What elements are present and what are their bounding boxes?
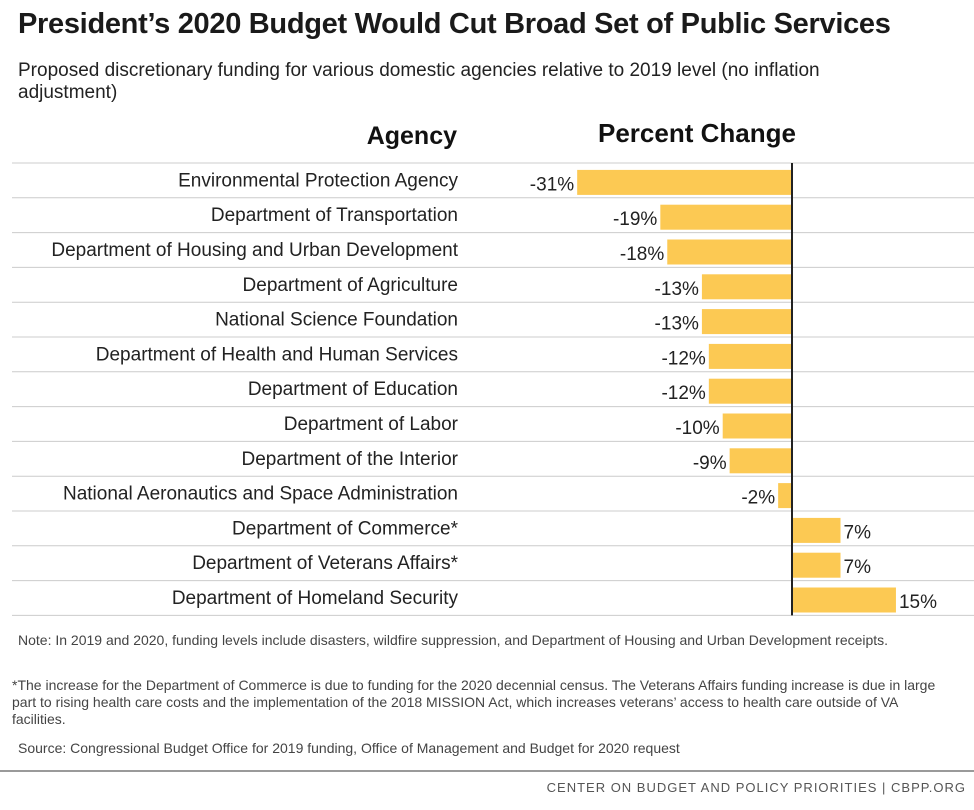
chart-subtitle: Proposed discretionary funding for vario… xyxy=(18,60,820,103)
data-label: 15% xyxy=(899,592,937,613)
data-label: -12% xyxy=(661,383,705,404)
category-label: Department of Transportation xyxy=(211,205,458,226)
category-label: Department of Labor xyxy=(284,414,459,435)
data-label: -13% xyxy=(655,314,699,335)
data-label: -13% xyxy=(655,279,699,300)
percent-column-header: Percent Change xyxy=(598,118,796,148)
bar xyxy=(708,343,792,369)
chart-title: President’s 2020 Budget Would Cut Broad … xyxy=(18,8,891,40)
category-label: Department of Commerce* xyxy=(232,518,459,539)
bar xyxy=(792,552,841,578)
footer-credit: CENTER ON BUDGET AND POLICY PRIORITIES |… xyxy=(546,780,966,795)
bar xyxy=(792,517,841,543)
category-label: Department of Homeland Security xyxy=(172,588,459,609)
category-label: Department of Health and Human Services xyxy=(96,344,458,365)
footer-divider xyxy=(0,770,974,772)
category-label: Department of Veterans Affairs* xyxy=(192,553,458,574)
bar xyxy=(577,169,792,195)
data-label: -12% xyxy=(661,348,705,369)
data-label: 7% xyxy=(844,522,872,543)
bar xyxy=(667,239,792,265)
bar xyxy=(708,378,792,404)
bar xyxy=(701,274,792,300)
agency-column-header: Agency xyxy=(366,122,457,150)
bar-chart: Environmental Protection Agency -31% Depar… xyxy=(12,162,974,616)
category-label: Environmental Protection Agency xyxy=(178,170,458,191)
category-label: Department of Education xyxy=(248,379,458,400)
category-label: National Science Foundation xyxy=(215,310,458,331)
data-label: -19% xyxy=(613,209,657,230)
data-label: -2% xyxy=(741,488,775,509)
category-label: National Aeronautics and Space Administr… xyxy=(63,484,458,505)
bar xyxy=(778,483,792,509)
data-label: -18% xyxy=(620,244,664,265)
chart-footnote: *The increase for the Department of Comm… xyxy=(12,677,936,727)
bar xyxy=(722,413,792,439)
chart-source: Source: Congressional Budget Office for … xyxy=(18,740,680,756)
category-label: Department of Agriculture xyxy=(243,275,458,296)
bar xyxy=(660,204,792,230)
bar xyxy=(729,448,792,474)
bar xyxy=(701,309,792,335)
bar xyxy=(792,587,896,613)
data-label: 7% xyxy=(844,557,872,578)
category-label: Department of the Interior xyxy=(242,449,459,470)
data-label: -10% xyxy=(675,418,719,439)
data-label: -31% xyxy=(530,174,574,195)
category-label: Department of Housing and Urban Developm… xyxy=(51,240,458,261)
data-label: -9% xyxy=(693,453,727,474)
chart-note: Note: In 2019 and 2020, funding levels i… xyxy=(18,632,889,648)
